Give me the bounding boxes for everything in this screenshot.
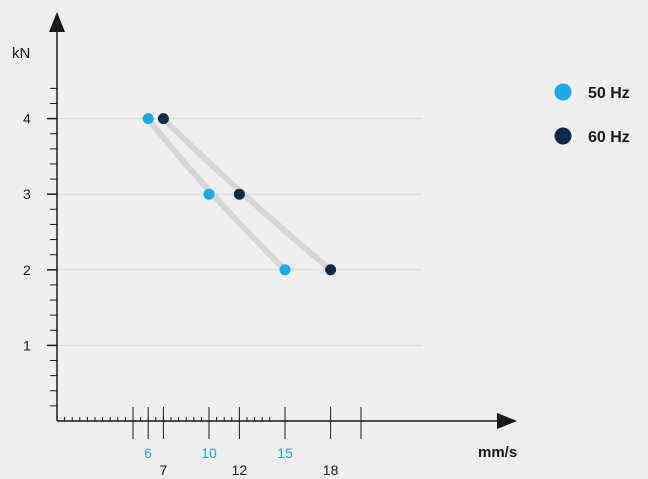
data-point-series-1 — [233, 188, 245, 200]
data-points — [142, 113, 337, 276]
grid — [57, 118, 422, 346]
legend: 50 Hz 60 Hz — [554, 83, 630, 146]
y-tick-label: 4 — [23, 111, 31, 127]
y-axis-arrow — [49, 12, 65, 32]
y-tick-label: 2 — [23, 262, 31, 278]
x-axis-label: mm/s — [478, 444, 517, 461]
x-axis-arrow — [497, 413, 517, 429]
x-tick-label-series-0: 10 — [201, 445, 217, 461]
data-point-series-0 — [142, 113, 154, 125]
x-tick-label-series-0: 6 — [144, 445, 152, 461]
legend-marker-60hz — [554, 127, 572, 145]
legend-marker-50hz — [554, 83, 572, 101]
x-tick-labels: 6 10 15 7 12 18 — [144, 445, 338, 478]
x-tick-label-series-0: 15 — [277, 445, 293, 461]
data-point-series-0 — [279, 264, 291, 276]
y-tick-label: 1 — [23, 337, 31, 353]
legend-label-60hz: 60 Hz — [588, 129, 630, 146]
data-point-series-1 — [157, 113, 169, 125]
x-tick-label-series-1: 12 — [232, 462, 248, 478]
legend-item-50hz: 50 Hz — [554, 83, 630, 102]
legend-label-50hz: 50 Hz — [588, 85, 630, 102]
y-axis-label: kN — [12, 45, 30, 62]
legend-item-60hz: 60 Hz — [554, 127, 630, 146]
data-point-series-1 — [325, 264, 337, 276]
y-tick-labels: 1 2 3 4 — [23, 111, 31, 354]
y-tick-label: 3 — [23, 186, 31, 202]
axis-ticks — [47, 87, 362, 439]
x-tick-label-series-1: 7 — [160, 462, 168, 478]
axes — [49, 12, 517, 429]
data-point-series-0 — [203, 188, 215, 200]
x-tick-label-series-1: 18 — [323, 462, 339, 478]
